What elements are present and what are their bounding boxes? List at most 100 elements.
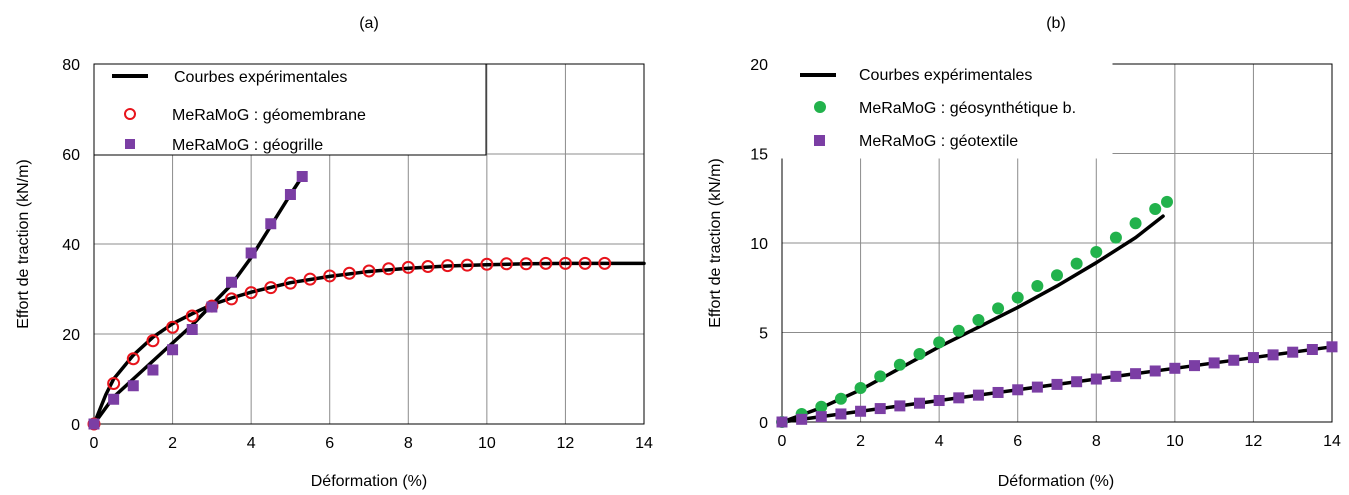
data-point-circle	[914, 348, 926, 360]
data-point-square	[1110, 371, 1121, 382]
data-point-square	[1071, 376, 1082, 387]
y-tick-label: 15	[750, 147, 768, 164]
panel-label: (b)	[1046, 15, 1066, 32]
data-point-square	[1130, 368, 1141, 379]
x-tick-label: 12	[1245, 433, 1263, 450]
x-tick-label: 0	[778, 433, 787, 450]
data-point-square	[265, 218, 276, 229]
x-tick-label: 4	[935, 433, 944, 450]
data-point-square	[1032, 382, 1043, 393]
data-point-square	[973, 390, 984, 401]
x-tick-label: 2	[168, 435, 177, 452]
data-point-square	[1327, 341, 1338, 352]
data-point-circle	[1149, 203, 1161, 215]
data-point-circle	[953, 325, 965, 337]
x-tick-label: 10	[1166, 433, 1184, 450]
data-point-square	[128, 380, 139, 391]
data-point-square	[1209, 357, 1220, 368]
chart-panel-b: (b) 0 5 10 15 20 0 2 4 6 8 10 12 14 Déformation (%)…	[707, 15, 1341, 490]
data-point-square	[285, 189, 296, 200]
data-point-square	[1012, 384, 1023, 395]
y-tick-label: 0	[71, 417, 80, 434]
y-tick-labels: 0 20 40 60 80	[62, 57, 80, 434]
data-point-circle	[874, 370, 886, 382]
x-tick-label: 14	[1323, 433, 1341, 450]
data-point-square	[1228, 355, 1239, 366]
data-point-square	[297, 171, 308, 182]
legend-marker-geotextile	[814, 135, 825, 146]
data-point-square	[855, 406, 866, 417]
data-point-circle	[933, 336, 945, 348]
data-point-square	[108, 394, 119, 405]
data-point-square	[1307, 344, 1318, 355]
legend-label-geomembrane: MeRaMoG : géomembrane	[172, 107, 366, 124]
data-point-circle	[894, 359, 906, 371]
x-tick-label: 8	[404, 435, 413, 452]
data-point-square	[1248, 352, 1259, 363]
legend: Courbes expérimentales MeRaMoG : géomemb…	[94, 64, 486, 155]
legend-label-experimental: Courbes expérimentales	[859, 67, 1032, 84]
data-point-square	[1052, 379, 1063, 390]
legend-label-experimental: Courbes expérimentales	[174, 69, 347, 86]
data-point-square	[147, 365, 158, 376]
data-point-square	[167, 344, 178, 355]
legend-label-geosynthetique: MeRaMoG : géosynthétique b.	[859, 100, 1076, 117]
y-tick-label: 40	[62, 237, 80, 254]
series-line-experimental	[94, 263, 644, 424]
data-point-square	[1150, 365, 1161, 376]
legend-marker-geogrille	[125, 139, 135, 149]
data-point-circle	[972, 314, 984, 326]
data-point-circle	[855, 382, 867, 394]
x-axis-title: Déformation (%)	[998, 473, 1114, 490]
legend: Courbes expérimentales MeRaMoG : géosynt…	[782, 64, 1112, 158]
data-point-square	[1268, 349, 1279, 360]
x-tick-label: 4	[247, 435, 256, 452]
data-point-circle	[815, 401, 827, 413]
data-point-square	[953, 392, 964, 403]
y-axis-title: Effort de traction (kN/m)	[707, 158, 724, 328]
x-axis-title: Déformation (%)	[311, 473, 427, 490]
legend-label-geogrille: MeRaMoG : géogrille	[172, 137, 323, 154]
data-point-circle	[1051, 269, 1063, 281]
y-tick-label: 20	[62, 327, 80, 344]
data-point-square	[875, 403, 886, 414]
y-tick-label: 5	[759, 326, 768, 343]
data-point-square	[246, 248, 257, 259]
x-tick-label: 2	[856, 433, 865, 450]
y-tick-label: 10	[750, 236, 768, 253]
data-point-circle	[1071, 258, 1083, 270]
x-tick-label: 10	[478, 435, 496, 452]
legend-label-geotextile: MeRaMoG : géotextile	[859, 133, 1018, 150]
data-point-square	[835, 408, 846, 419]
y-tick-label: 0	[759, 415, 768, 432]
legend-marker-geosynthetique	[814, 101, 826, 113]
data-point-square	[1189, 360, 1200, 371]
x-tick-labels: 0 2 4 6 8 10 12 14	[90, 435, 653, 452]
data-point-square	[914, 398, 925, 409]
data-point-circle	[992, 302, 1004, 314]
data-point-circle	[1161, 196, 1173, 208]
data-point-square	[796, 414, 807, 425]
data-point-square	[993, 387, 1004, 398]
data-point-circle	[1110, 232, 1122, 244]
data-point-square	[187, 324, 198, 335]
x-tick-label: 14	[635, 435, 653, 452]
x-tick-label: 6	[325, 435, 334, 452]
x-tick-label: 6	[1013, 433, 1022, 450]
y-tick-label: 60	[62, 147, 80, 164]
data-point-square	[1287, 347, 1298, 358]
data-point-square	[1169, 363, 1180, 374]
data-point-circle	[835, 393, 847, 405]
x-tick-labels: 0 2 4 6 8 10 12 14	[778, 433, 1341, 450]
chart-panel-a: (a) 020406080 0 2 4 6 8 10 12 14 Déformation (%…	[15, 15, 653, 490]
y-axis-title: Effort de traction (kN/m)	[15, 159, 32, 329]
x-tick-label: 12	[557, 435, 575, 452]
data-point-square	[226, 277, 237, 288]
data-point-circle	[1031, 280, 1043, 292]
series-line-experimental	[94, 177, 302, 425]
data-point-square	[934, 395, 945, 406]
data-point-square	[89, 419, 100, 430]
data-point-circle	[1012, 292, 1024, 304]
y-tick-labels: 0 5 10 15 20	[750, 57, 768, 432]
